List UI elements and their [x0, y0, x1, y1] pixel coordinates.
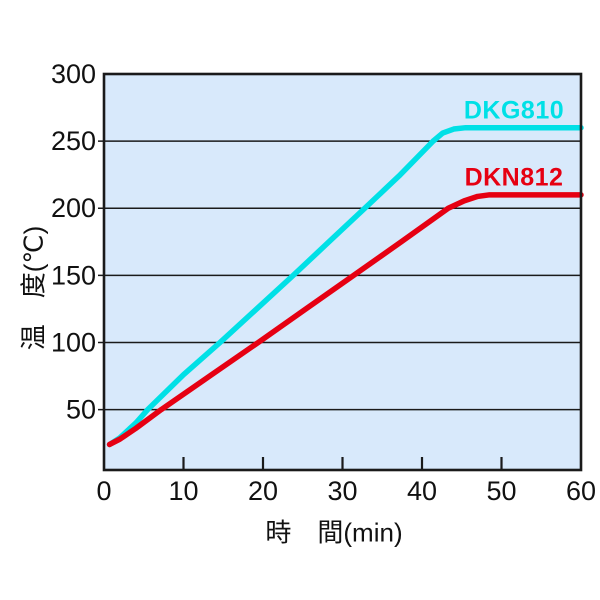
plot-border: [102, 72, 583, 472]
x-axis-title: 時 間(min): [265, 517, 403, 548]
x-tick-label-20: 20: [248, 476, 278, 506]
y-tick-label-250: 250: [51, 126, 96, 156]
series-label-dkg810: DKG810: [463, 96, 565, 125]
x-tick-label-60: 60: [566, 476, 596, 506]
y-tick-label-150: 150: [51, 260, 96, 290]
series-line-dkn812: [106, 192, 584, 448]
y-tick-label-300: 300: [51, 59, 96, 89]
x-tick-label-0: 0: [96, 476, 111, 506]
x-tick-label-30: 30: [327, 476, 357, 506]
y-tick-label-100: 100: [51, 327, 96, 357]
x-tick-label-40: 40: [407, 476, 437, 506]
y-axis-title: 温 度(℃): [18, 225, 49, 351]
series-line-dkg810: [106, 124, 584, 448]
y-tick-label-200: 200: [51, 193, 96, 223]
y-tick-label-50: 50: [66, 395, 96, 425]
series-label-dkn812: DKN812: [464, 163, 564, 192]
x-tick-label-10: 10: [168, 476, 198, 506]
x-tick-label-50: 50: [486, 476, 516, 506]
plot-area: [104, 74, 581, 470]
